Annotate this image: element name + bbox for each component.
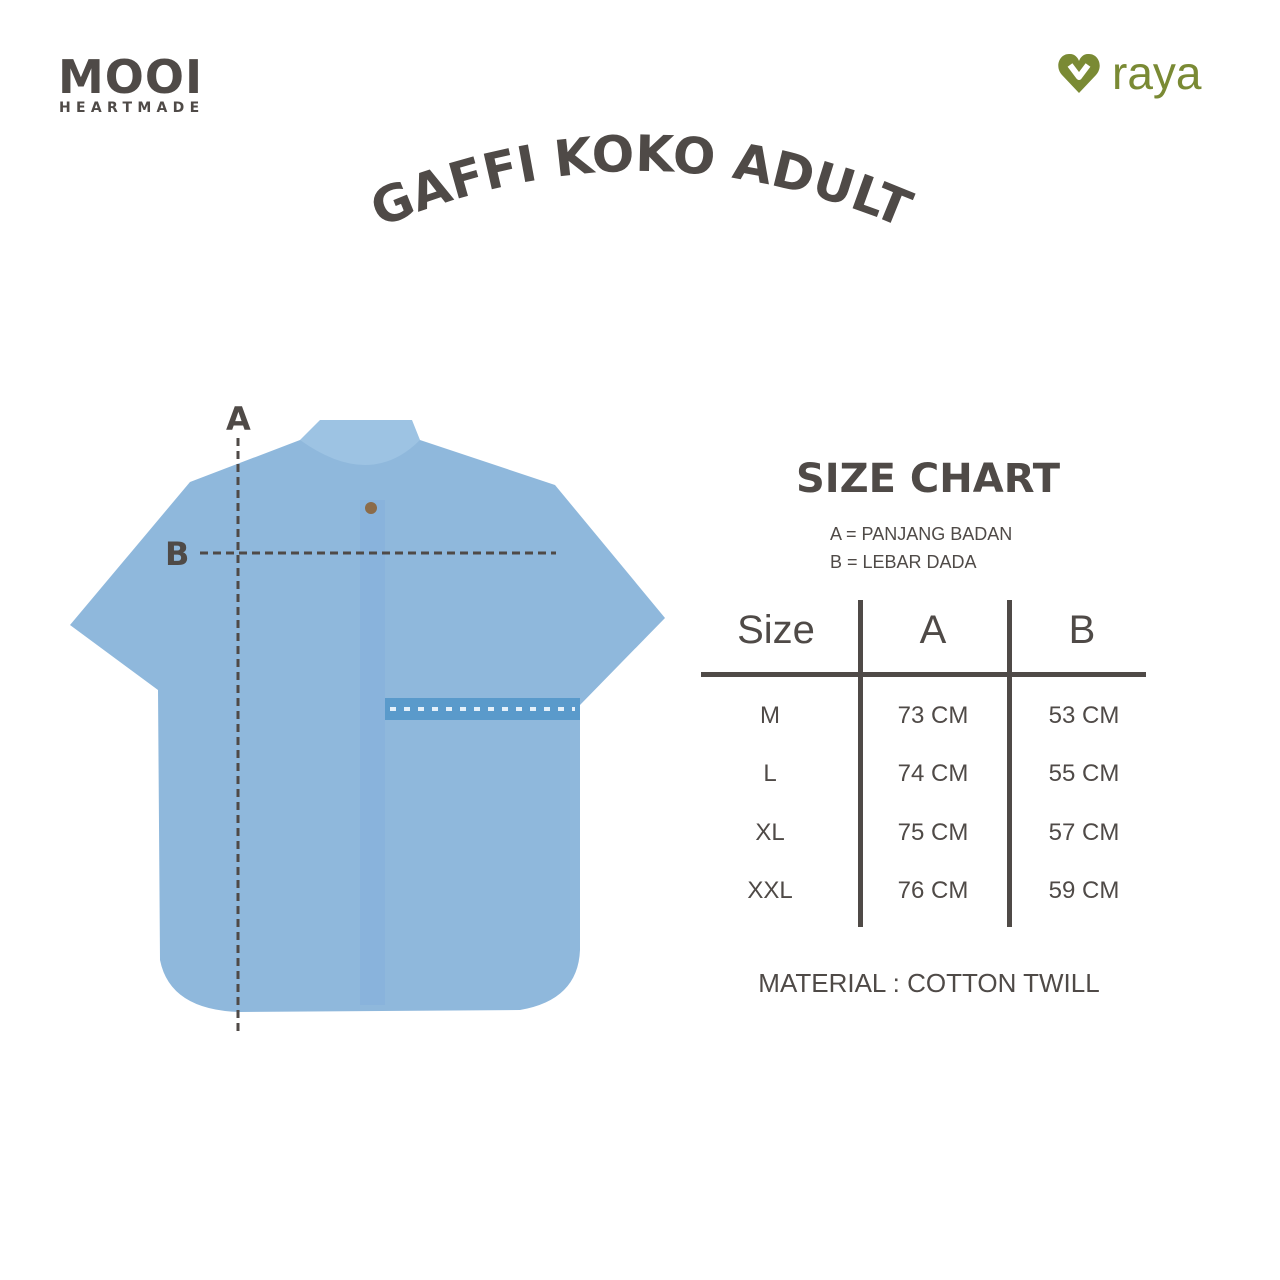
b-cell: 55 CM bbox=[1048, 760, 1120, 787]
header-a: A bbox=[919, 608, 947, 652]
legend-a: A = PANJANG BADAN bbox=[830, 524, 1013, 544]
size-chart-title: SIZE CHART bbox=[795, 456, 1061, 502]
mark-b: B bbox=[165, 535, 190, 573]
raya-logo: raya bbox=[1056, 50, 1201, 96]
mooi-logo: MOOI bbox=[58, 50, 204, 104]
table-column-divider bbox=[1007, 600, 1012, 927]
header-size: Size bbox=[737, 608, 815, 652]
heart-icon bbox=[1058, 53, 1100, 93]
mooi-logo-subtitle: HEARTMADE bbox=[59, 100, 205, 116]
legend-b: B = LEBAR DADA bbox=[830, 552, 977, 572]
mark-a: A bbox=[226, 400, 251, 438]
shirt-image bbox=[70, 420, 665, 1012]
header-b: B bbox=[1068, 608, 1096, 652]
a-cell: 74 CM bbox=[897, 760, 969, 787]
b-cell: 53 CM bbox=[1048, 702, 1120, 729]
a-cell: 76 CM bbox=[897, 877, 969, 904]
b-cell: 59 CM bbox=[1048, 877, 1120, 904]
size-cell: M bbox=[760, 702, 780, 729]
size-cell: L bbox=[763, 760, 777, 787]
a-cell: 75 CM bbox=[897, 819, 969, 846]
raya-logo-text: raya bbox=[1112, 47, 1202, 99]
table-header-divider bbox=[701, 672, 1146, 677]
shirt-diagram bbox=[70, 420, 665, 1035]
b-cell: 57 CM bbox=[1048, 819, 1120, 846]
size-cell: XXL bbox=[747, 877, 793, 904]
size-cell: XL bbox=[755, 819, 785, 846]
material-text: MATERIAL : COTTON TWILL bbox=[758, 968, 1100, 998]
table-column-divider bbox=[858, 600, 863, 927]
a-cell: 73 CM bbox=[897, 702, 969, 729]
